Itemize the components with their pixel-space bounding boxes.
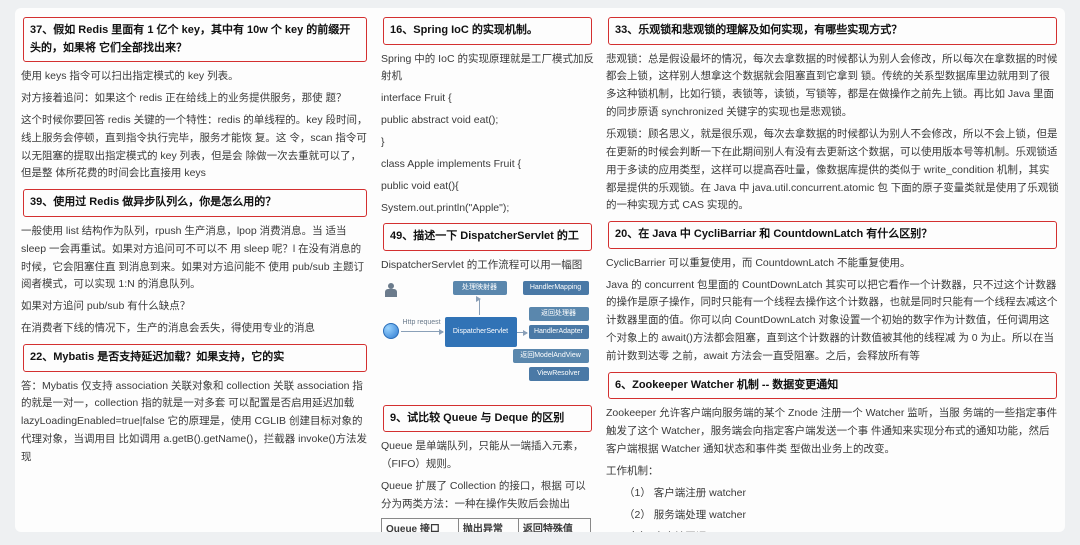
question-22: 22、Mybatis 是否支持延迟加载？如果支持，它的实 <box>23 344 367 372</box>
text-block: Zookeeper 允许客户端向服务端的某个 Znode 注册一个 Watche… <box>606 405 1059 459</box>
column-1: 37、假如 Redis 里面有 1 亿个 key，其中有 10w 个 key 的… <box>15 8 375 532</box>
queue-table: Queue 接口 抛出异常 返回特殊值 插入队尾 add(E e) offer(… <box>381 518 591 532</box>
text-block: CyclicBarrier 可以重复使用，而 CountdownLatch 不能… <box>606 255 1059 273</box>
document-sheet: 37、假如 Redis 里面有 1 亿个 key，其中有 10w 个 key 的… <box>15 8 1065 532</box>
right-box-1: 返回处理器 <box>529 307 589 321</box>
text-block: 在消费者下线的情况下，生产的消息会丢失，得使用专业的消息 <box>21 320 369 338</box>
column-3: 33、乐观锁和悲观锁的理解及如何实现，有哪些实现方式？ 悲观锁：总是假设最坏的情… <box>600 8 1065 532</box>
text-block: 一般使用 list 结构作为队列，rpush 生产消息，lpop 消费消息。当 … <box>21 223 369 294</box>
arrow-icon <box>401 331 443 332</box>
code-line: interface Fruit { <box>381 90 594 108</box>
text-block: 如果对方追问 pub/sub 有什么缺点？ <box>21 298 369 316</box>
text-block: Queue 是单端队列，只能从一端插入元素，（FIFO）规则。 <box>381 438 594 474</box>
column-2: 16、Spring IoC 的实现机制。 Spring 中的 IoC 的实现原理… <box>375 8 600 532</box>
text-block: Queue 扩展了 Collection 的接口，根据 可以分为两类方法：一种在… <box>381 478 594 514</box>
code-line: } <box>381 134 594 152</box>
list-item: （2） 服务端处理 watcher <box>606 507 1059 525</box>
http-request-label: Http request <box>403 317 441 329</box>
code-line: public void eat(){ <box>381 178 594 196</box>
right-box-2: HandlerAdapter <box>529 325 589 339</box>
text-block: 对方接着追问：如果这个 redis 正在给线上的业务提供服务，那使 题？ <box>21 90 369 108</box>
text-block: Spring 中的 IoC 的实现原理就是工厂模式加反射机 <box>381 51 594 87</box>
top-box-1: 处理映射器 <box>453 281 507 295</box>
text-block: 悲观锁：总是假设最坏的情况，每次去拿数据的时候都认为别人会修改，所以每次在拿数据… <box>606 51 1059 122</box>
question-49: 49、描述一下 DispatcherServlet 的工 <box>383 223 592 251</box>
table-header: Queue 接口 <box>382 518 459 532</box>
question-9: 9、试比较 Queue 与 Deque 的区别 <box>383 405 592 433</box>
arrow-icon <box>517 332 527 333</box>
table-header: 返回特殊值 <box>518 518 590 532</box>
text-block: 工作机制： <box>606 463 1059 481</box>
dispatcher-box: DispatcherServlet <box>445 317 517 347</box>
dispatcher-diagram: Http request DispatcherServlet 处理映射器 Han… <box>383 279 593 399</box>
code-line: public abstract void eat(); <box>381 112 594 130</box>
right-box-4: ViewResolver <box>529 367 589 381</box>
list-item: （3） 客户端回调 watcher <box>606 529 1059 533</box>
code-line: class Apple implements Fruit { <box>381 156 594 174</box>
text-block: 这个时候你要回答 redis 关键的一个特性：redis 的单线程的。key 段… <box>21 112 369 183</box>
question-20: 20、在 Java 中 CycliBarriar 和 CountdownLatc… <box>608 221 1057 249</box>
list-item: （1） 客户端注册 watcher <box>606 485 1059 503</box>
text-block: DispatcherServlet 的工作流程可以用一幅图 <box>381 257 594 275</box>
question-6: 6、Zookeeper Watcher 机制 -- 数据变更通知 <box>608 372 1057 400</box>
table-header: 抛出异常 <box>458 518 518 532</box>
question-39: 39、使用过 Redis 做异步队列么，你是怎么用的？ <box>23 189 367 217</box>
text-block: Java 的 concurrent 包里面的 CountDownLatch 其实… <box>606 277 1059 366</box>
user-icon <box>385 283 397 297</box>
arrow-icon <box>479 299 480 315</box>
question-16: 16、Spring IoC 的实现机制。 <box>383 17 592 45</box>
browser-icon <box>383 323 399 339</box>
question-33: 33、乐观锁和悲观锁的理解及如何实现，有哪些实现方式？ <box>608 17 1057 45</box>
text-block: 答：Mybatis 仅支持 association 关联对象和 collecti… <box>21 378 369 467</box>
text-block: 使用 keys 指令可以扫出指定模式的 key 列表。 <box>21 68 369 86</box>
code-line: System.out.println("Apple"); <box>381 200 594 218</box>
text-block: 乐观锁：顾名思义，就是很乐观，每次去拿数据的时候都认为别人不会修改，所以不会上锁… <box>606 126 1059 215</box>
top-box-2: HandlerMapping <box>523 281 589 295</box>
right-box-3: 返回ModelAndView <box>513 349 589 363</box>
question-37: 37、假如 Redis 里面有 1 亿个 key，其中有 10w 个 key 的… <box>23 17 367 62</box>
